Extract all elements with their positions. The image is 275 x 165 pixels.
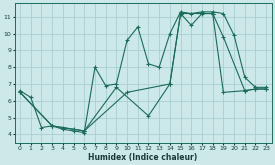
X-axis label: Humidex (Indice chaleur): Humidex (Indice chaleur) <box>89 152 198 162</box>
